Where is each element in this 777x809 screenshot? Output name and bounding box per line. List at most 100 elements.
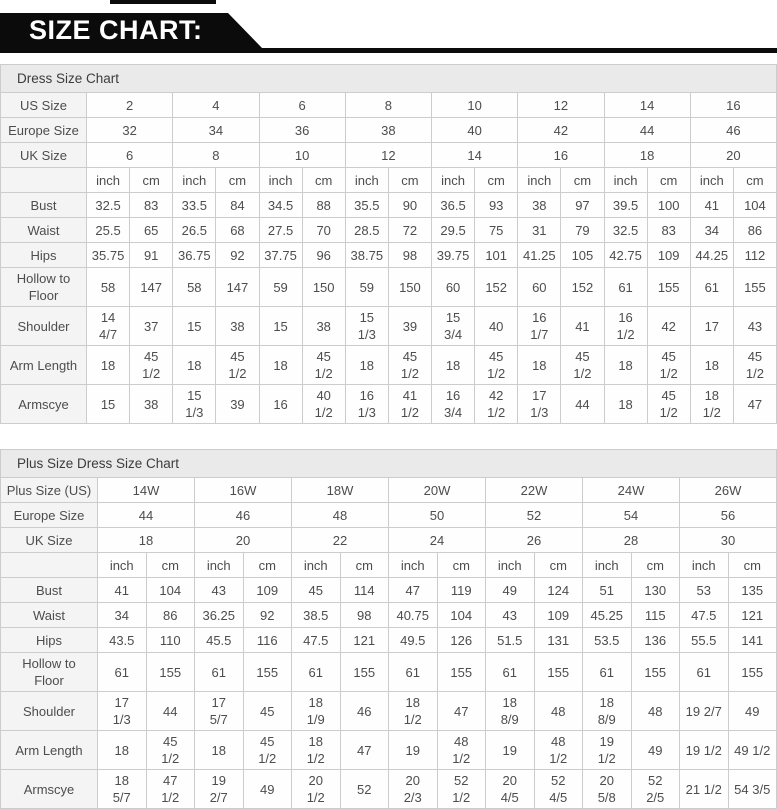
value-cell: 109 xyxy=(646,242,691,268)
value-cell: 17 1/3 xyxy=(97,691,147,731)
value-cell: 104 xyxy=(732,192,777,218)
unit-cm-cell: cm xyxy=(732,167,777,193)
value-cell: 41.25 xyxy=(517,242,562,268)
row-label: Arm Length xyxy=(0,345,87,385)
value-cell: 97 xyxy=(560,192,605,218)
unit-inch-cell: inch xyxy=(689,167,734,193)
unit-inch-cell: inch xyxy=(291,552,341,578)
value-cell: 155 xyxy=(646,267,691,307)
value-cell: 45 1/2 xyxy=(646,345,691,385)
value-cell: 38 xyxy=(301,306,346,346)
value-cell: 59 xyxy=(258,267,303,307)
value-cell: 47 xyxy=(339,730,389,770)
size-cell: 20 xyxy=(689,142,777,168)
value-cell: 114 xyxy=(339,577,389,603)
value-cell: 37 xyxy=(129,306,174,346)
value-cell: 126 xyxy=(436,627,486,653)
value-cell: 16 3/4 xyxy=(430,384,476,424)
size-cell: 38 xyxy=(344,117,433,143)
value-cell: 45 1/2 xyxy=(301,345,346,385)
value-cell: 124 xyxy=(533,577,583,603)
row-label: Shoulder xyxy=(0,691,98,731)
unit-cm-cell: cm xyxy=(339,552,389,578)
size-cell: 16 xyxy=(689,92,777,118)
size-cell: 44 xyxy=(603,117,691,143)
plus-size-table: Plus Size Dress Size Chart Plus Size (US)… xyxy=(0,449,777,809)
row-label: UK Size xyxy=(0,527,98,553)
size-cell: 50 xyxy=(388,502,486,528)
value-cell: 38.5 xyxy=(291,602,341,628)
value-cell: 53 xyxy=(679,577,729,603)
value-cell: 72 xyxy=(387,217,433,243)
value-cell: 104 xyxy=(436,602,486,628)
value-cell: 47.5 xyxy=(291,627,341,653)
value-cell: 93 xyxy=(474,192,519,218)
value-cell: 45 1/2 xyxy=(215,345,260,385)
value-cell: 42.75 xyxy=(603,242,648,268)
value-cell: 18 xyxy=(603,345,648,385)
size-row: UK Size 18 20 22 24 26 28 30 xyxy=(0,527,777,553)
table-title-row: Dress Size Chart xyxy=(0,64,777,93)
size-cell: 22W xyxy=(485,477,583,503)
value-cell: 45.25 xyxy=(582,602,632,628)
value-cell: 35.5 xyxy=(344,192,389,218)
value-cell: 121 xyxy=(727,602,777,628)
value-cell: 36.25 xyxy=(194,602,244,628)
value-cell: 61 xyxy=(388,652,438,692)
value-cell: 45 1/2 xyxy=(732,345,777,385)
size-cell: 34 xyxy=(172,117,260,143)
value-cell: 18 xyxy=(172,345,217,385)
value-cell: 40.75 xyxy=(388,602,438,628)
measure-row: Armscye 15 38 15 1/3 39 16 40 1/2 16 1/3 41 1/2 1… xyxy=(0,384,777,424)
size-cell: 8 xyxy=(172,142,260,168)
value-cell: 15 1/3 xyxy=(172,384,217,424)
value-cell: 43 xyxy=(732,306,777,346)
measure-row: Hollow to Floor 58 147 58 147 59 150 59 150 60 152… xyxy=(0,267,777,307)
measure-row: Hollow to Floor 61 155 61 155 61 155 61 155 61 155… xyxy=(0,652,777,692)
value-cell: 28.5 xyxy=(344,217,389,243)
value-cell: 20 5/8 xyxy=(582,769,632,809)
value-cell: 61 xyxy=(291,652,341,692)
unit-cm-cell: cm xyxy=(630,552,680,578)
row-label: UK Size xyxy=(0,142,87,168)
value-cell: 20 4/5 xyxy=(485,769,535,809)
value-cell: 49 xyxy=(242,769,292,809)
value-cell: 60 xyxy=(517,267,562,307)
value-cell: 54 3/5 xyxy=(727,769,777,809)
value-cell: 16 1/3 xyxy=(344,384,389,424)
value-cell: 61 xyxy=(603,267,648,307)
unit-inch-cell: inch xyxy=(517,167,562,193)
value-cell: 141 xyxy=(727,627,777,653)
value-cell: 45 1/2 xyxy=(242,730,292,770)
row-label: Europe Size xyxy=(0,502,98,528)
value-cell: 61 xyxy=(689,267,734,307)
value-cell: 18 1/2 xyxy=(388,691,438,731)
value-cell: 110 xyxy=(145,627,195,653)
row-label: Hollow to Floor xyxy=(0,652,98,692)
value-cell: 45 1/2 xyxy=(560,345,605,385)
value-cell: 19 xyxy=(388,730,438,770)
value-cell: 98 xyxy=(339,602,389,628)
value-cell: 86 xyxy=(732,217,777,243)
value-cell: 15 xyxy=(85,384,131,424)
unit-cm-cell: cm xyxy=(129,167,174,193)
value-cell: 75 xyxy=(474,217,519,243)
value-cell: 112 xyxy=(732,242,777,268)
value-cell: 96 xyxy=(301,242,346,268)
value-cell: 45.5 xyxy=(194,627,244,653)
value-cell: 33.5 xyxy=(172,192,217,218)
value-cell: 45 1/2 xyxy=(129,345,174,385)
size-cell: 18 xyxy=(97,527,195,553)
unit-cm-cell: cm xyxy=(646,167,691,193)
value-cell: 155 xyxy=(533,652,583,692)
size-cell: 26W xyxy=(679,477,777,503)
size-cell: 40 xyxy=(430,117,519,143)
unit-cm-cell: cm xyxy=(560,167,605,193)
measure-row: Shoulder 17 1/3 44 17 5/7 45 18 1/9 46 18 1/2 47… xyxy=(0,691,777,731)
value-cell: 20 1/2 xyxy=(291,769,341,809)
value-cell: 41 1/2 xyxy=(387,384,433,424)
value-cell: 68 xyxy=(215,217,260,243)
value-cell: 18 1/2 xyxy=(689,384,734,424)
unit-inch-cell: inch xyxy=(85,167,131,193)
value-cell: 86 xyxy=(145,602,195,628)
